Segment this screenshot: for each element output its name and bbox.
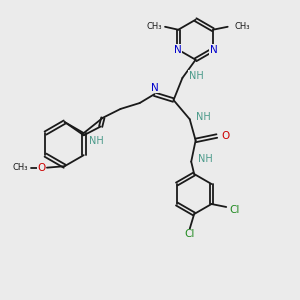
Text: NH: NH [196, 112, 211, 122]
Text: CH₃: CH₃ [234, 22, 250, 31]
Text: N: N [174, 45, 182, 55]
Text: O: O [38, 163, 46, 173]
Text: Cl: Cl [184, 229, 195, 239]
Text: NH: NH [198, 154, 212, 164]
Text: CH₃: CH₃ [13, 163, 28, 172]
Text: O: O [221, 131, 230, 141]
Text: CH₃: CH₃ [147, 22, 162, 31]
Text: NH: NH [89, 136, 104, 146]
Text: N: N [151, 83, 158, 93]
Text: N: N [210, 45, 218, 55]
Text: Cl: Cl [230, 205, 240, 215]
Text: NH: NH [189, 71, 204, 81]
